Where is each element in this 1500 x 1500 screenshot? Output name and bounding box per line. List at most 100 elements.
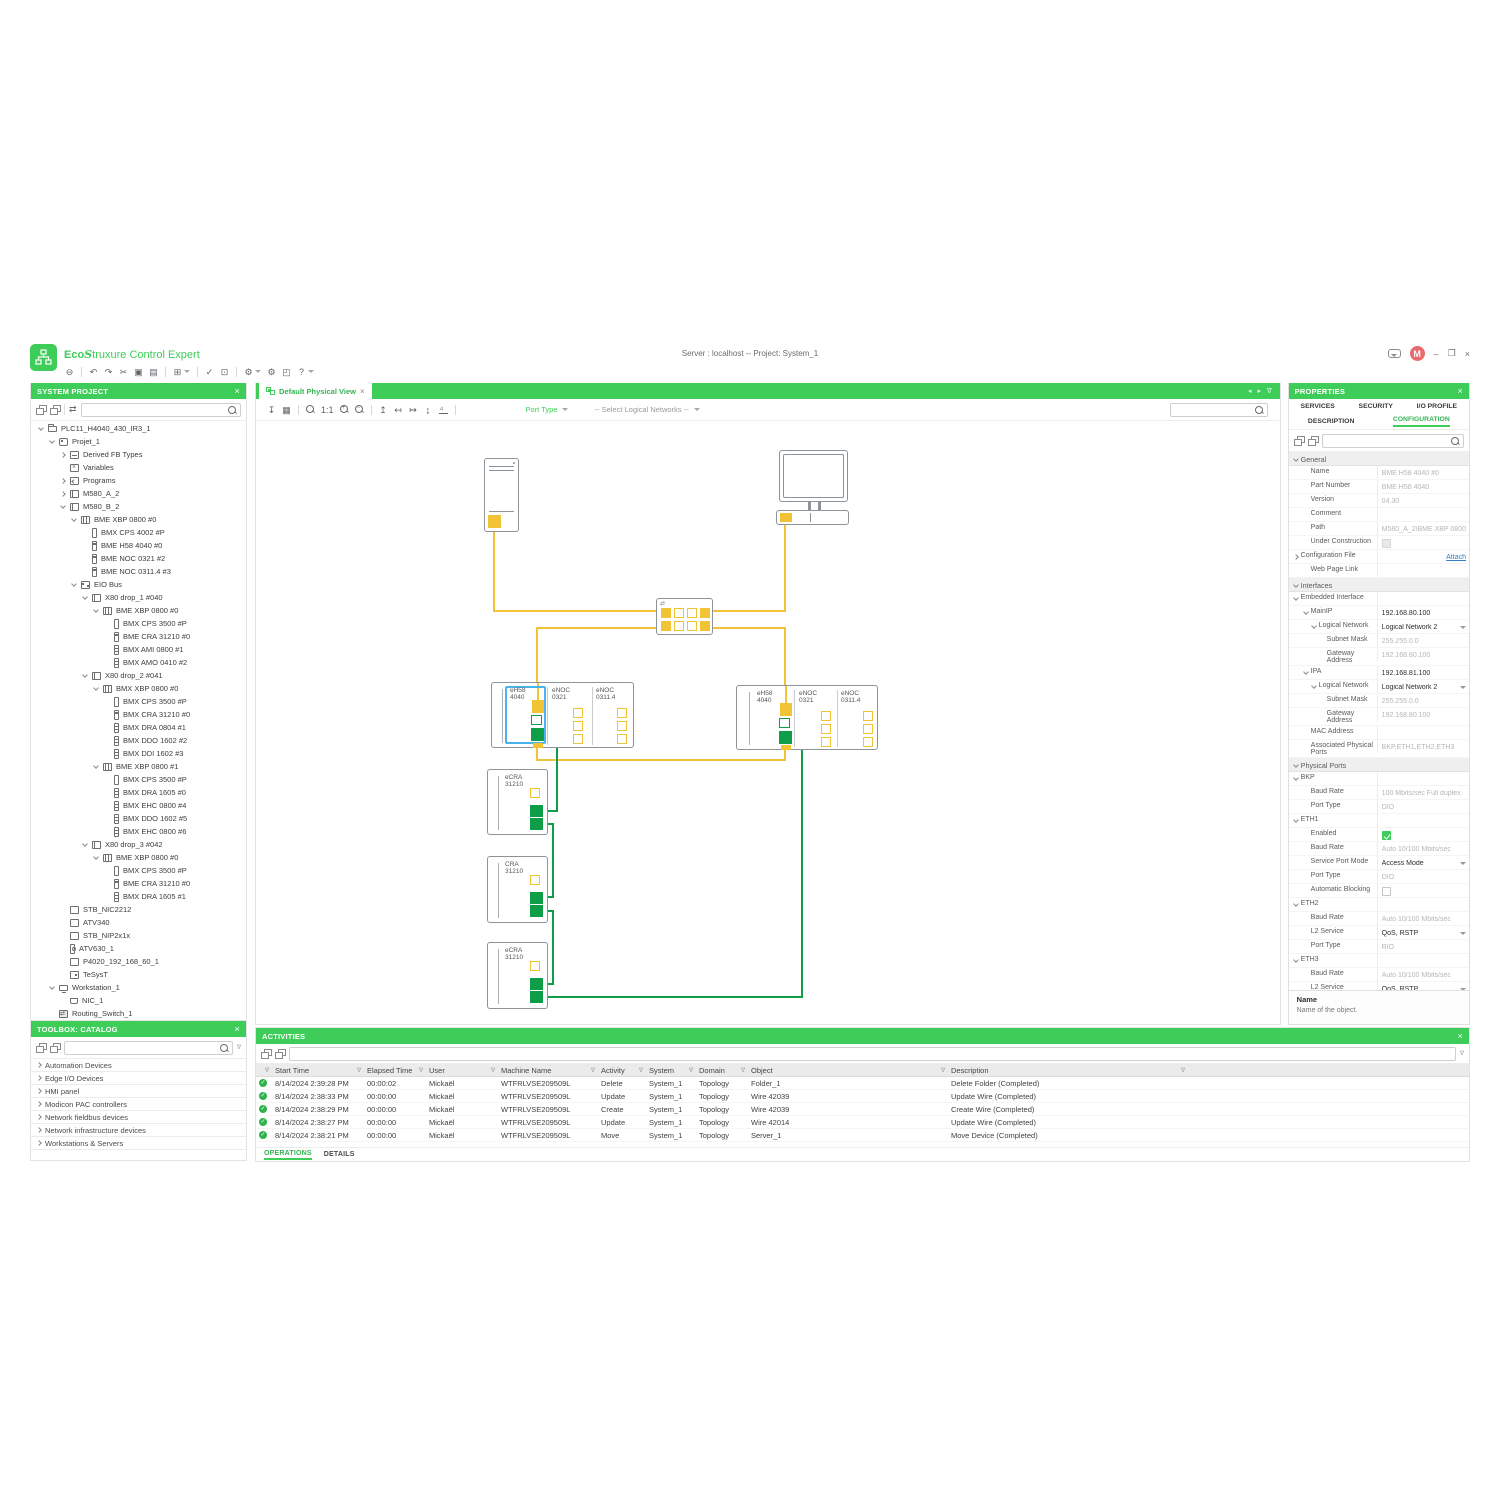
tree-item[interactable]: X80 drop_3 #042: [31, 838, 246, 851]
column-header[interactable]: Machine Name ∇: [501, 1066, 595, 1075]
close-icon[interactable]: ×: [1457, 386, 1463, 396]
close-icon[interactable]: ×: [234, 386, 240, 396]
property-row[interactable]: Part Number BME H58 4040: [1288, 480, 1469, 494]
routing-switch-device[interactable]: ⇄: [656, 598, 713, 635]
tree-item[interactable]: M580_A_2: [31, 487, 246, 500]
zoom-tool-icon[interactable]: [306, 405, 315, 414]
expander-icon[interactable]: [48, 1009, 58, 1019]
checkbox[interactable]: [1381, 830, 1391, 840]
tree-item[interactable]: BME CRA 31210 #0: [31, 877, 246, 890]
property-value[interactable]: DIO: [1381, 873, 1395, 881]
property-value[interactable]: 255.255.0.0: [1381, 697, 1419, 705]
property-row[interactable]: Under Construction: [1288, 536, 1469, 550]
property-row[interactable]: Web Page Link: [1288, 564, 1469, 578]
property-value[interactable]: Access Mode: [1381, 859, 1424, 867]
wire[interactable]: [542, 996, 803, 998]
wire[interactable]: [542, 910, 554, 912]
tree-item[interactable]: BME XBP 0800 #1: [31, 760, 246, 773]
toolbox-group[interactable]: Modicon PAC controllers: [31, 1098, 246, 1111]
tab-security[interactable]: SECURITY: [1358, 403, 1393, 410]
column-header[interactable]: User ∇: [429, 1066, 495, 1075]
scroll-tabs-right-icon[interactable]: ▸: [1257, 388, 1261, 395]
activity-row[interactable]: ✓ 8/14/2024 2:38:21 PM 00:00:00 Mickaël …: [256, 1129, 1469, 1142]
expander-icon[interactable]: [59, 502, 69, 512]
property-value[interactable]: QoS, RSTP: [1381, 985, 1419, 991]
property-row[interactable]: MAC Address: [1288, 726, 1469, 740]
tree-item[interactable]: STB_NIC2212: [31, 903, 246, 916]
user-avatar[interactable]: M: [1409, 346, 1425, 361]
tree-item[interactable]: Workstation_1: [31, 981, 246, 994]
property-row[interactable]: Baud Rate Auto 10/100 Mbits/sec: [1288, 912, 1469, 926]
expander-icon[interactable]: [81, 554, 91, 564]
chevron-down-icon[interactable]: [1460, 987, 1466, 990]
expander-icon[interactable]: [103, 645, 113, 655]
column-header[interactable]: System ∇: [649, 1066, 693, 1075]
grid-icon[interactable]: ▦: [282, 404, 291, 415]
property-value[interactable]: QoS, RSTP: [1381, 929, 1419, 937]
server-device[interactable]: [484, 458, 519, 532]
expander-icon[interactable]: [81, 840, 91, 850]
tree-item[interactable]: BME NOC 0321 #2: [31, 552, 246, 565]
property-value[interactable]: 04.30: [1381, 497, 1400, 505]
tree-item[interactable]: M580_B_2: [31, 500, 246, 513]
toolbox-group[interactable]: Workstations & Servers: [31, 1137, 246, 1150]
drop-ecra-31210-2[interactable]: eCRA 31210: [487, 942, 548, 1009]
collapse-all-icon[interactable]: [261, 1049, 272, 1059]
expand-all-icon[interactable]: [1307, 436, 1319, 446]
property-value[interactable]: Logical Network 2: [1381, 623, 1438, 631]
drop-cra-31210[interactable]: CRA 31210: [487, 856, 548, 923]
tree-item[interactable]: BME XBP 0800 #0: [31, 851, 246, 864]
validate-icon[interactable]: ✓: [205, 366, 214, 377]
wire[interactable]: [801, 737, 803, 998]
expander-icon[interactable]: [103, 827, 113, 837]
property-row[interactable]: BKP: [1288, 772, 1469, 786]
collapse-all-icon[interactable]: [36, 405, 47, 415]
expander-icon[interactable]: [59, 476, 69, 486]
wire[interactable]: [784, 627, 786, 705]
property-row[interactable]: Baud Rate 100 Mbits/sec Full duplex: [1288, 786, 1469, 800]
toolbox-group[interactable]: Network fieldbus devices: [31, 1111, 246, 1124]
column-header[interactable]: Description ∇: [951, 1066, 1185, 1075]
collapse-all-icon[interactable]: [1293, 436, 1305, 446]
property-row[interactable]: Service Port Mode Access Mode: [1288, 856, 1469, 870]
tree-item[interactable]: BME H58 4040 #0: [31, 539, 246, 552]
filter-icon[interactable]: ∇: [1180, 1068, 1185, 1074]
close-icon[interactable]: ×: [1457, 1031, 1463, 1041]
wire[interactable]: [536, 746, 538, 761]
tab-services[interactable]: SERVICES: [1300, 403, 1335, 410]
tree-item[interactable]: PLC11_H4040_430_IR3_1: [31, 422, 246, 435]
toolbox-group[interactable]: Network infrastructure devices: [31, 1124, 246, 1137]
save-view-icon[interactable]: ↥: [379, 404, 387, 415]
tree-item[interactable]: Routing_Switch_1: [31, 1007, 246, 1020]
expander-icon[interactable]: [59, 931, 69, 941]
property-row[interactable]: Comment: [1288, 508, 1469, 522]
tree-item[interactable]: TeSysT: [31, 968, 246, 981]
sync-tree-icon[interactable]: ⇄: [69, 404, 77, 414]
property-row[interactable]: Gateway Address 192.168.80.100: [1288, 708, 1469, 726]
close-button[interactable]: ×: [1464, 348, 1470, 359]
status-column-header[interactable]: ∇: [264, 1068, 269, 1074]
property-row[interactable]: L2 Service QoS, RSTP: [1289, 982, 1469, 990]
expander-icon[interactable]: [103, 710, 113, 720]
property-value[interactable]: Logical Network 2: [1381, 683, 1438, 691]
activity-row[interactable]: ✓ 8/14/2024 2:38:29 PM 00:00:00 Mickaël …: [256, 1103, 1469, 1116]
property-value[interactable]: BKP,ETH1,ETH2,ETH3: [1381, 743, 1455, 751]
property-value[interactable]: Auto 10/100 Mbits/sec: [1381, 915, 1451, 923]
tree-item[interactable]: BMX DRA 1605 #1: [31, 890, 246, 903]
wire[interactable]: [542, 896, 554, 898]
expander-icon[interactable]: [103, 866, 113, 876]
tree-item[interactable]: BMX AMO 0410 #2: [31, 656, 246, 669]
expand-all-icon[interactable]: [275, 1049, 286, 1059]
chevron-down-icon[interactable]: [1460, 861, 1466, 868]
tree-item[interactable]: BMX EHC 0800 #4: [31, 799, 246, 812]
property-row[interactable]: MainIP 192.168.80.100: [1288, 606, 1469, 620]
expander-icon[interactable]: [59, 905, 69, 915]
column-header[interactable]: Activity ∇: [601, 1066, 643, 1075]
expander-icon[interactable]: [103, 749, 113, 759]
property-value[interactable]: M580_A_2\BME XBP 0800: [1381, 525, 1466, 533]
screen-validate-icon[interactable]: ⊡: [220, 366, 229, 377]
tree-item[interactable]: BME XBP 0800 #0: [31, 513, 246, 526]
tree-item[interactable]: ATV630_1: [31, 942, 246, 955]
connection-icon[interactable]: ⊖: [65, 366, 74, 377]
filter-icon[interactable]: ∇: [940, 1068, 945, 1074]
